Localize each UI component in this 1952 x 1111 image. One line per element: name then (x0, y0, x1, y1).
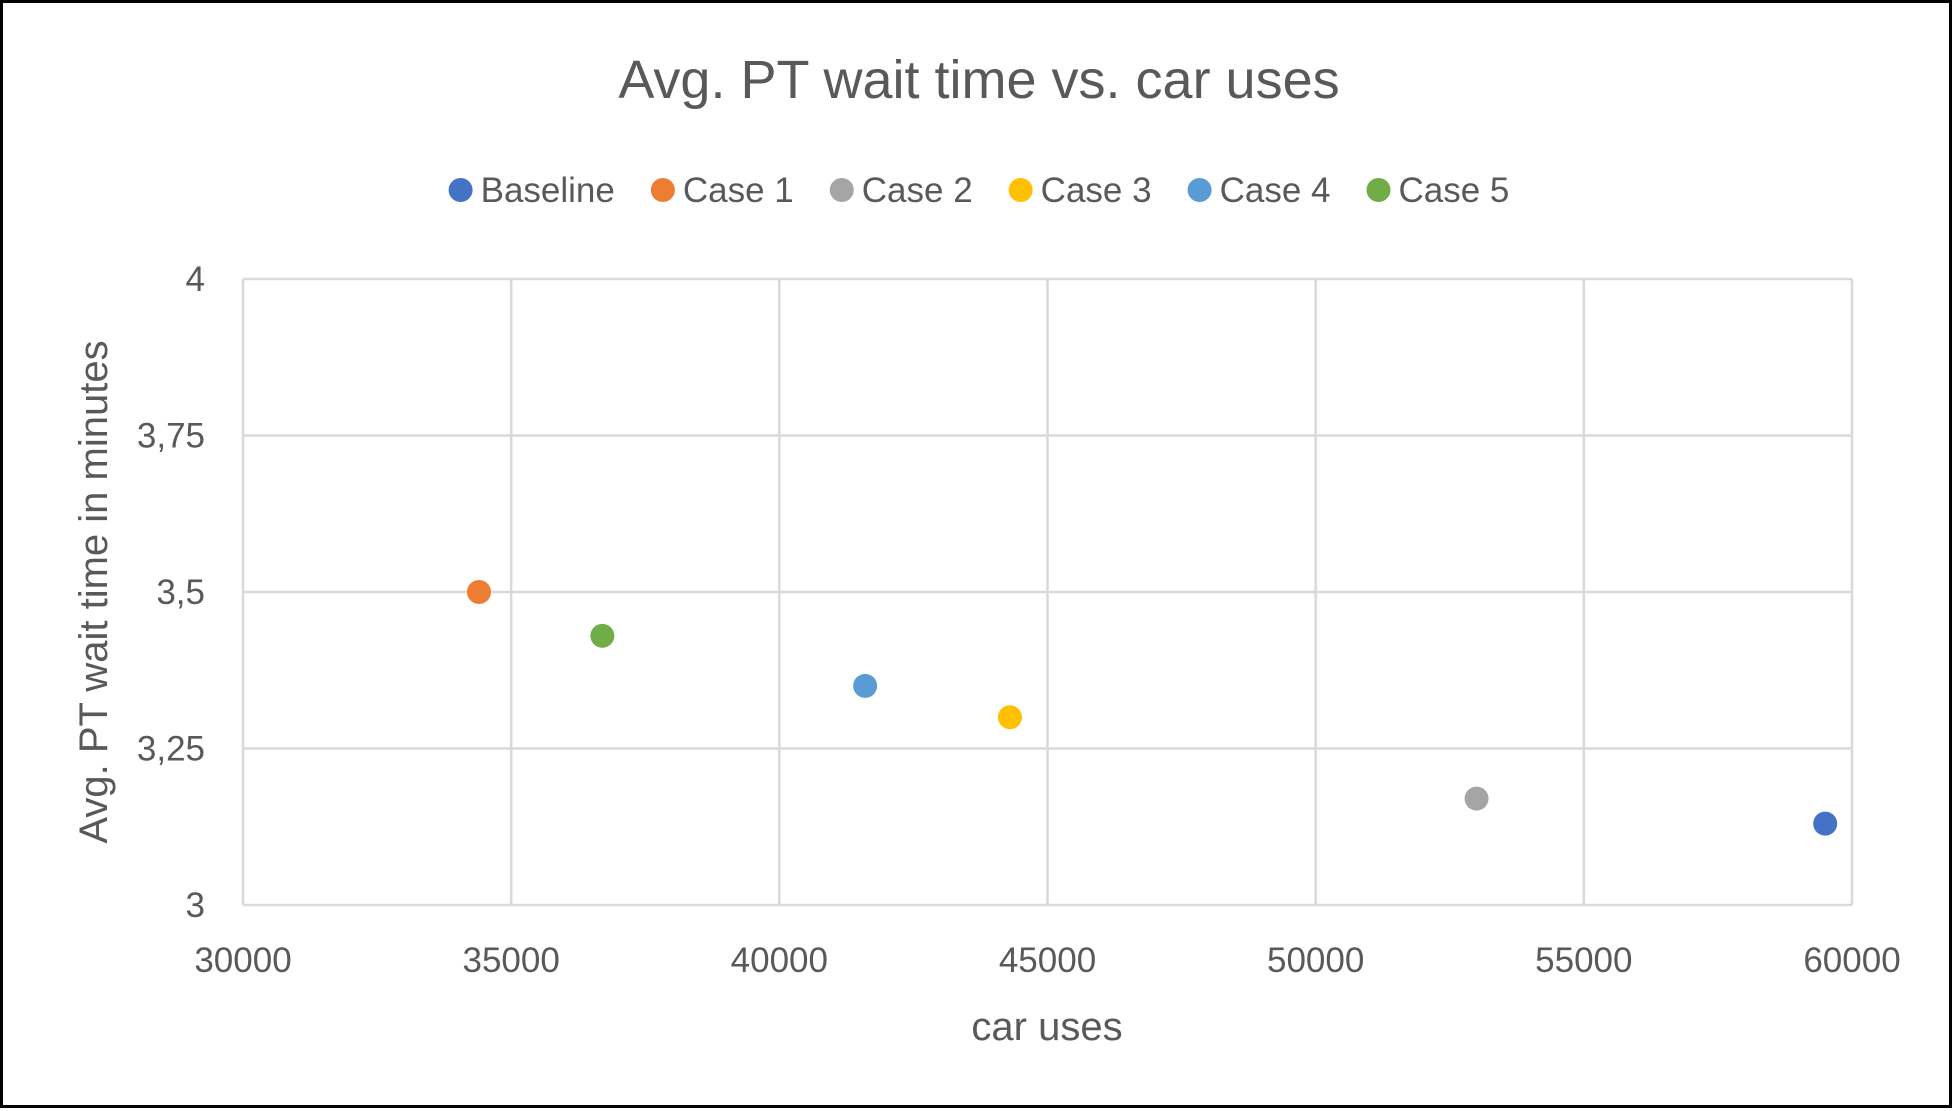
x-axis-title: car uses (971, 1005, 1122, 1049)
y-tick-label-1: 3,25 (137, 730, 205, 769)
legend-label: Case 5 (1398, 171, 1509, 210)
point-baseline (1813, 811, 1838, 836)
gridlines (241, 277, 1854, 907)
y-tick-label-4: 4 (186, 260, 205, 299)
x-tick-label-5: 55000 (1535, 941, 1632, 980)
x-axis-ticks: 30000 35000 40000 45000 50000 55000 60000 (194, 941, 1900, 980)
y-tick-label-0: 3 (186, 886, 205, 925)
data-points (466, 580, 1838, 836)
y-axis-ticks: 3 3,25 3,5 3,75 4 (137, 260, 205, 925)
legend-item-case-2: Case 2 (829, 171, 973, 210)
legend-label: Baseline (481, 171, 615, 210)
legend-item-case-3: Case 3 (1008, 171, 1152, 210)
legend-item-case-5: Case 5 (1366, 171, 1509, 210)
legend-item-baseline: Baseline (448, 171, 615, 210)
legend-marker (650, 178, 675, 202)
legend-item-case-4: Case 4 (1187, 171, 1331, 210)
legend: Baseline Case 1 Case 2 Case 3 Case 4 Case 5 (448, 171, 1509, 210)
legend-label: Case 2 (862, 171, 973, 210)
point-case-3 (997, 705, 1022, 730)
x-tick-label-2: 40000 (731, 941, 828, 980)
x-tick-label-1: 35000 (463, 941, 560, 980)
legend-marker (1008, 178, 1033, 202)
y-tick-label-3: 3,75 (137, 417, 205, 456)
x-tick-label-0: 30000 (194, 941, 291, 980)
x-tick-label-6: 60000 (1803, 941, 1900, 980)
point-case-2 (1464, 786, 1489, 811)
point-case-4 (853, 673, 878, 698)
legend-marker (829, 178, 854, 202)
x-tick-label-4: 50000 (1267, 941, 1364, 980)
legend-marker (448, 178, 473, 202)
scatter-chart: Avg. PT wait time vs. car uses Baseline C… (72, 50, 1901, 1049)
legend-label: Case 4 (1220, 171, 1331, 210)
y-tick-label-2: 3,5 (156, 573, 205, 612)
point-case-5 (590, 623, 615, 648)
point-case-1 (466, 580, 491, 604)
legend-label: Case 3 (1041, 171, 1152, 210)
y-axis-title: Avg. PT wait time in minutes (72, 340, 116, 843)
x-tick-label-3: 45000 (999, 941, 1096, 980)
chart-title: Avg. PT wait time vs. car uses (618, 50, 1339, 110)
legend-marker (1366, 178, 1391, 202)
legend-label: Case 1 (683, 171, 794, 210)
legend-marker (1187, 178, 1212, 202)
legend-item-case-1: Case 1 (650, 171, 794, 210)
